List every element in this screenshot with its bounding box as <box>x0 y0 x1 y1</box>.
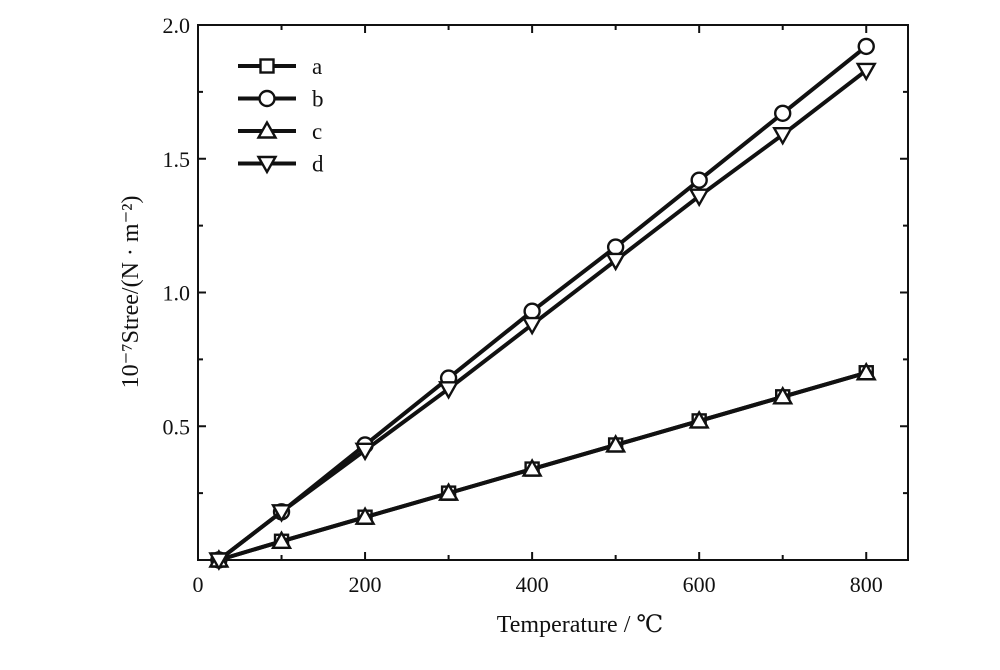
series-d-point <box>855 62 877 82</box>
series-d-point <box>354 442 376 462</box>
series-c-point <box>855 361 877 381</box>
series-d-point <box>270 504 293 523</box>
x-axis-title: Temperature / ℃ <box>497 612 663 638</box>
legend-label: a <box>312 54 322 79</box>
legend-marker <box>256 120 278 139</box>
legend-marker <box>259 58 275 74</box>
plot-frame-group <box>197 24 909 561</box>
y-tick-label: 0.5 <box>163 414 191 439</box>
y-tick-label: 2.0 <box>163 13 191 38</box>
series-b-point <box>857 37 875 56</box>
series-b-point <box>690 171 708 189</box>
series-b-point <box>774 104 792 122</box>
legend-item-d: d <box>238 152 324 177</box>
x-tick-label: 800 <box>850 572 883 597</box>
legend-label: b <box>312 87 324 112</box>
legend-item-c: c <box>238 119 322 144</box>
x-axis: 0 200 400 600 800 <box>193 25 883 597</box>
series-d-point <box>521 316 543 336</box>
series-c-point <box>521 458 543 477</box>
series-c-point <box>438 482 460 501</box>
series-c-point <box>605 434 627 453</box>
y-tick-label: 1.0 <box>163 281 191 306</box>
legend-item-a: a <box>238 54 322 79</box>
x-tick-label: 600 <box>683 572 716 597</box>
x-tick-label: 0 <box>193 572 204 597</box>
series-c-point <box>772 385 794 405</box>
legend-label: c <box>312 119 322 144</box>
series-c-point <box>354 506 376 525</box>
legend-label: d <box>312 152 324 177</box>
series-b-point <box>606 238 625 256</box>
legend-marker <box>256 155 278 175</box>
series-c-line <box>218 370 867 562</box>
legend-item-b: b <box>238 87 324 112</box>
series-d-point <box>438 381 460 400</box>
series-d-point <box>772 126 794 146</box>
series-d <box>208 62 877 571</box>
series-d-point <box>688 188 710 208</box>
y-axis: 0.5 1.0 1.5 2.0 <box>163 13 908 495</box>
x-tick-label: 400 <box>516 572 549 597</box>
y-axis-title: 10⁻⁷Stree/(N · m⁻²) <box>118 196 144 389</box>
plot-frame <box>197 24 909 561</box>
legend-marker <box>258 89 276 108</box>
y-tick-label: 1.5 <box>163 147 191 172</box>
series-b-point <box>523 302 541 320</box>
series-layer <box>208 37 877 571</box>
series-c-point <box>688 409 710 429</box>
x-tick-label: 200 <box>349 572 382 597</box>
series-c-point <box>270 530 293 549</box>
series-d-point <box>208 552 230 571</box>
series-d-point <box>605 252 627 272</box>
